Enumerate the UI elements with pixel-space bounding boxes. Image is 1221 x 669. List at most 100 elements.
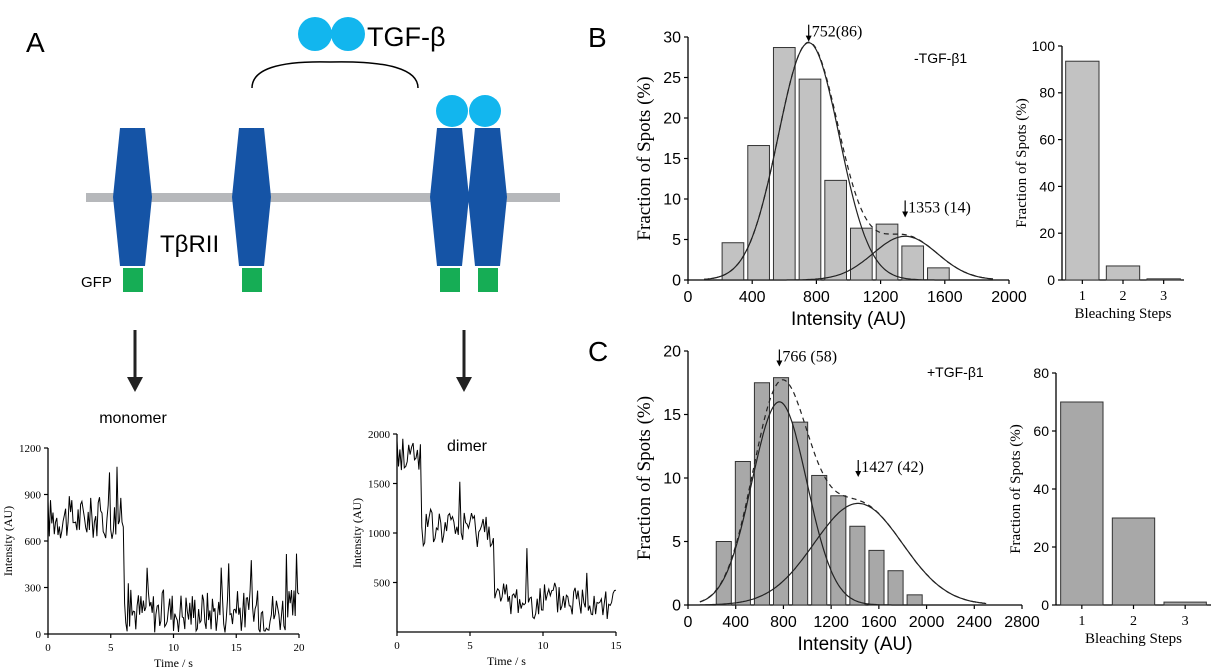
bleaching-steps-c-chart: 0 20 40 60 80 Fraction of Spots (%) 1 2 3Bleachi… xyxy=(1008,365,1211,647)
category-label: 2 xyxy=(1130,614,1137,629)
histogram-bar xyxy=(772,47,796,281)
panel-label: C xyxy=(588,336,608,367)
histogram-bar xyxy=(906,594,923,606)
condition-label: -TGF-β1 xyxy=(914,50,967,66)
histogram-bar xyxy=(715,541,732,606)
gaussian-fit-1 xyxy=(703,42,993,281)
bound-ligand-1 xyxy=(436,95,468,127)
y-axis-label: Fraction of Spots (%) xyxy=(634,396,655,560)
peak-annotation: 1353 (14) xyxy=(908,199,971,216)
ligand-label: TGF-β xyxy=(367,22,446,52)
x-tick-label: 2800 xyxy=(1004,614,1040,631)
intensity-trace-line xyxy=(396,438,617,620)
bleaching-step-bar xyxy=(1060,401,1104,606)
category-label: 2 xyxy=(1120,289,1127,304)
x-tick-label: 15 xyxy=(231,642,243,654)
y-tick-label: 15 xyxy=(663,151,681,168)
x-tick-label: 2400 xyxy=(956,614,992,631)
y-tick-label: 0 xyxy=(1047,272,1055,288)
y-tick-label: 0 xyxy=(36,629,42,641)
receptor-monomer-middle xyxy=(232,128,271,266)
histogram-bar xyxy=(849,525,866,606)
ligand-circle-2 xyxy=(331,17,365,51)
x-tick-label: 10 xyxy=(538,640,550,652)
binding-arc xyxy=(251,61,419,89)
x-tick-label: 0 xyxy=(684,614,693,631)
x-tick-label: 1600 xyxy=(861,614,897,631)
category-label: 1 xyxy=(1079,289,1086,304)
gfp-tag-dimer-left xyxy=(440,268,460,292)
annotation-arrowhead xyxy=(855,471,862,477)
histogram-bar xyxy=(798,78,822,281)
y-tick-label: 20 xyxy=(1033,539,1049,555)
panel-label-a: A xyxy=(26,27,45,58)
peak-annotation: 752(86) xyxy=(812,24,863,41)
x-axis-label: Time / s xyxy=(154,656,193,669)
histogram-bar xyxy=(927,267,950,281)
annotation-arrowhead xyxy=(902,211,909,218)
x-tick-label: 5 xyxy=(108,642,114,654)
y-tick-label: 40 xyxy=(1033,481,1049,497)
y-tick-label: 0 xyxy=(672,273,681,290)
x-tick-label: 2000 xyxy=(909,614,945,631)
x-tick-label: 10 xyxy=(168,642,180,654)
bleaching-steps-b-chart: 0 20 40 60 80 100 Fraction of Spots (%) 1 2 3 Blea… xyxy=(1014,38,1184,322)
x-axis-label: Bleaching Steps xyxy=(1085,631,1182,647)
panel-a-diagram: A TGF-β TβRII GFP monomer dimer xyxy=(26,17,560,455)
y-tick-label: 10 xyxy=(663,192,681,209)
y-axis-label: Fraction of Spots (%) xyxy=(634,76,655,240)
trace-monomer-chart: 0 300 600 900 1200 Intensity (AU) 0 5 10 15 20 Time… xyxy=(1,443,305,669)
panel-label: B xyxy=(588,22,607,53)
category-label: 1 xyxy=(1078,614,1085,629)
x-tick-label: 0 xyxy=(394,640,400,652)
receptor-dimer-left xyxy=(430,128,469,266)
y-tick-label: 600 xyxy=(25,536,42,548)
y-tick-label: 0 xyxy=(672,598,681,615)
arrow-monomer-head xyxy=(127,377,143,392)
y-tick-label: 60 xyxy=(1039,132,1055,148)
gfp-tag-left xyxy=(123,268,143,292)
y-tick-label: 40 xyxy=(1039,178,1055,194)
y-axis-label: Intensity (AU) xyxy=(1,506,15,576)
x-axis-label: Time / s xyxy=(487,654,526,668)
arrow-dimer-head xyxy=(456,377,472,392)
receptor-dimer-right xyxy=(468,128,507,266)
x-tick-label: 400 xyxy=(722,614,749,631)
y-tick-label: 20 xyxy=(663,111,681,128)
y-tick-label: 25 xyxy=(663,70,681,87)
y-axis-label: Fraction of Spots (%) xyxy=(1008,424,1024,554)
histogram-c-chart: 0 5 10 15 20 Fraction of Spots (%) 0 400 800 1200… xyxy=(588,336,1040,655)
gfp-label: GFP xyxy=(81,274,112,291)
x-axis-label: Bleaching Steps xyxy=(1074,306,1171,322)
x-axis-label: Intensity (AU) xyxy=(797,634,912,655)
y-tick-label: 900 xyxy=(25,489,42,501)
histogram-b-chart: 0 5 10 15 20 25 30 Fraction of Spots (%) 0 400 800… xyxy=(588,22,1027,330)
histogram-bar xyxy=(830,495,847,606)
bound-ligand-2 xyxy=(469,95,501,127)
y-tick-label: 1500 xyxy=(368,478,391,490)
receptor-monomer-left xyxy=(113,128,152,266)
y-tick-label: 15 xyxy=(663,407,681,424)
y-tick-label: 0 xyxy=(1041,597,1049,613)
x-tick-label: 0 xyxy=(45,642,51,654)
x-tick-label: 1200 xyxy=(813,614,849,631)
trace-dimer-chart: 500 1000 1500 2000 Intensity (AU) 0 5 10 15 Time … xyxy=(350,429,622,668)
cell-membrane xyxy=(86,193,560,202)
y-tick-label: 1200 xyxy=(19,443,42,455)
bleaching-step-bar xyxy=(1065,60,1100,281)
y-tick-label: 30 xyxy=(663,30,681,47)
y-tick-label: 100 xyxy=(1032,38,1056,54)
histogram-bar xyxy=(753,382,771,606)
peak-annotation: 1427 (42) xyxy=(861,459,924,476)
histogram-bar xyxy=(811,474,828,606)
annotation-arrowhead xyxy=(805,35,812,42)
category-label: 3 xyxy=(1182,614,1189,629)
x-tick-label: 1600 xyxy=(927,289,963,306)
y-tick-label: 80 xyxy=(1033,365,1049,381)
peak-annotation: 766 (58) xyxy=(782,349,837,366)
gfp-tag-dimer-right xyxy=(478,268,498,292)
x-tick-label: 5 xyxy=(467,640,473,652)
receptor-label: TβRII xyxy=(160,231,219,258)
sum-fit-curve xyxy=(703,41,994,280)
